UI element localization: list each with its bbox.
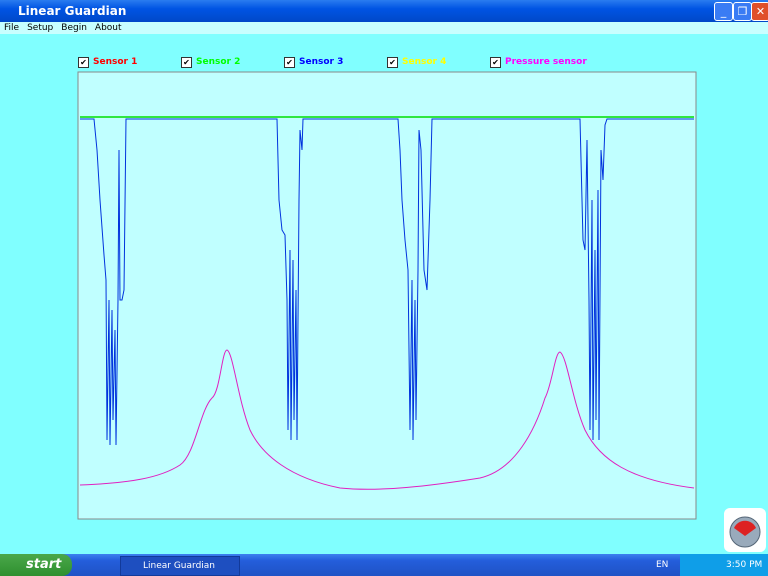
menu-bar: File Setup Begin About xyxy=(0,22,768,34)
system-tray: 3:50 PM xyxy=(680,554,768,576)
plot xyxy=(77,71,697,520)
clock: 3:50 PM xyxy=(726,560,763,570)
logo-icon xyxy=(729,516,761,548)
logo xyxy=(724,508,766,552)
sensor-3-trace xyxy=(80,118,694,446)
checkbox[interactable]: ✔ xyxy=(78,56,89,68)
start-button[interactable]: start xyxy=(0,554,72,576)
sensor-label: Sensor 2 xyxy=(196,57,241,67)
minimize-button[interactable]: _ xyxy=(714,2,733,21)
language-indicator[interactable]: EN xyxy=(656,560,669,570)
checkbox[interactable]: ✔ xyxy=(284,56,295,68)
plot-area xyxy=(77,71,697,520)
sensor-label: Sensor 1 xyxy=(93,57,138,67)
sensor-label: Sensor 3 xyxy=(299,57,344,67)
sensor-toggle[interactable]: ✔ Sensor 1 xyxy=(78,56,137,68)
taskbar xyxy=(0,554,768,576)
sensor-toggle[interactable]: ✔ Sensor 4 xyxy=(387,56,446,68)
close-button[interactable]: ✕ xyxy=(751,2,768,21)
menu-item[interactable]: Begin xyxy=(61,23,87,33)
sensor-toggle[interactable]: ✔ Sensor 3 xyxy=(284,56,343,68)
menu-item[interactable]: File xyxy=(4,23,20,33)
checkbox[interactable]: ✔ xyxy=(181,56,192,68)
window-title: Linear Guardian xyxy=(18,4,127,18)
taskbar-item[interactable]: Linear Guardian xyxy=(120,556,240,576)
title-bar: Linear Guardian xyxy=(0,0,768,22)
menu-item[interactable]: About xyxy=(94,23,122,33)
sensor-label: Sensor 4 xyxy=(402,57,447,67)
sensor-toggle[interactable]: ✔ Sensor 2 xyxy=(181,56,240,68)
checkbox[interactable]: ✔ xyxy=(490,56,501,68)
sensor-toggle[interactable]: ✔ Pressure sensor xyxy=(490,56,587,68)
menu-item[interactable]: Setup xyxy=(27,23,54,33)
pressure-trace xyxy=(79,349,695,490)
checkbox[interactable]: ✔ xyxy=(387,56,398,68)
sensor-label: Pressure sensor xyxy=(505,57,587,67)
